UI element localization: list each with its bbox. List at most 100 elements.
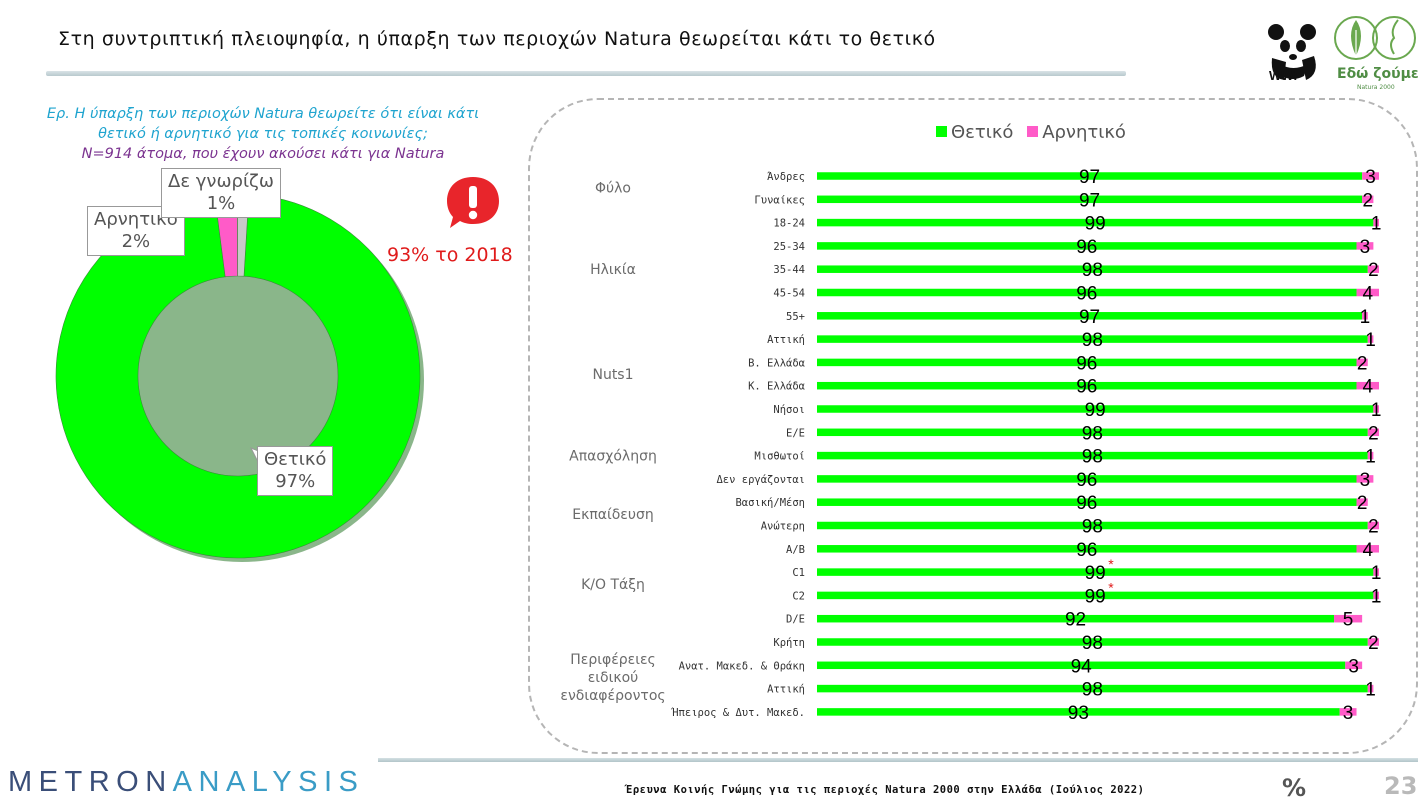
row-label: Α/Β	[786, 544, 805, 556]
bar-negative	[1367, 521, 1379, 530]
percent-mark: %	[1282, 774, 1307, 802]
value-positive: 98	[1082, 680, 1103, 701]
bar-positive	[817, 521, 1368, 530]
value-positive: 97	[1079, 190, 1100, 211]
panda-logo-icon	[1268, 24, 1316, 80]
value-negative: 2	[1357, 353, 1368, 374]
value-negative: 2	[1362, 190, 1373, 211]
metron-analysis-logo: METRONANALYSIS	[8, 766, 364, 799]
value-positive: 96	[1076, 237, 1097, 258]
row-label: Ανώτερη	[761, 521, 805, 533]
callout-negative-label: Αρνητικό	[94, 209, 178, 230]
value-negative: 2	[1368, 633, 1379, 654]
row-label: 55+	[786, 311, 805, 323]
value-positive: 98	[1082, 633, 1103, 654]
bar-positive	[817, 242, 1357, 250]
row-label: Δεν εργάζονται	[716, 474, 805, 486]
sample-size: N=914 άτομα, που έχουν ακούσει κάτι για …	[81, 146, 445, 162]
bar-positive	[817, 312, 1363, 320]
row-label: C1	[792, 567, 805, 579]
group-label-line: ενδιαφέροντος	[560, 688, 665, 704]
bar-negative	[1356, 242, 1374, 250]
edo-zoume-subtitle: Natura 2000	[1357, 84, 1395, 91]
bar-negative	[1356, 498, 1368, 506]
bar-negative	[1373, 591, 1379, 600]
value-negative: 5	[1343, 610, 1354, 631]
row-label: 18-24	[773, 218, 805, 230]
row-label: C2	[792, 590, 805, 602]
bar-negative	[1367, 335, 1374, 343]
bar-positive	[817, 661, 1346, 670]
value-positive: 99	[1085, 214, 1106, 235]
group-label: Περιφέρειες ειδικού ενδιαφέροντος	[560, 652, 665, 704]
row-label: Β. Ελλάδα	[748, 357, 806, 369]
edo-zoume-logo-icon	[1334, 16, 1416, 60]
alert-icon	[447, 177, 499, 228]
bar-negative	[1356, 475, 1374, 483]
group-label: Εκπαίδευση	[572, 507, 653, 523]
callout-dont-know-value: 1%	[206, 193, 236, 214]
group-label-line: Nuts1	[592, 367, 633, 383]
bar-positive	[817, 405, 1374, 413]
row-label: Ήπειρος & Δυτ. Μακεδ.	[670, 707, 805, 719]
value-positive: 94	[1071, 656, 1093, 677]
survey-footer: Έρευνα Κοινής Γνώμης για τις περιοχές Na…	[626, 784, 1145, 796]
bar-positive	[817, 358, 1357, 367]
bar-negative	[1356, 381, 1379, 390]
bar-negative	[1367, 451, 1374, 460]
group-label: Ηλικία	[590, 262, 636, 278]
bar-positive	[817, 172, 1363, 180]
value-negative: 2	[1357, 493, 1368, 514]
bar-positive	[817, 195, 1363, 204]
bar-negative	[1367, 428, 1379, 437]
brand-part-1: METRON	[8, 766, 173, 798]
row-label: 45-54	[773, 288, 805, 300]
row-label: Αττική	[767, 334, 805, 346]
bar-negative	[1356, 358, 1368, 367]
footer-divider	[378, 758, 1418, 762]
row-label: Αττική	[767, 684, 805, 696]
bar-positive	[817, 545, 1357, 553]
bar-negative	[1362, 312, 1368, 320]
bar-positive	[817, 265, 1368, 273]
bar-positive	[817, 498, 1357, 506]
group-label-line: Περιφέρειες	[570, 652, 656, 668]
bar-negative	[1362, 195, 1374, 204]
bar-negative	[1339, 708, 1357, 716]
survey-question: Ερ. Η ύπαρξη των περιοχών Natura θεωρείτ…	[28, 104, 498, 164]
value-negative: 3	[1343, 703, 1354, 724]
group-label-line: Απασχόληση	[569, 449, 657, 465]
value-positive: 92	[1065, 610, 1086, 631]
value-positive: 99	[1085, 400, 1106, 421]
bar-negative	[1362, 172, 1379, 180]
chart-legend: Θετικό Αρνητικό	[936, 122, 1134, 143]
legend-negative: Αρνητικό	[1027, 122, 1126, 143]
value-positive: 98	[1082, 260, 1103, 281]
row-label: 35-44	[773, 264, 805, 276]
bar-negative	[1356, 545, 1379, 553]
callout-dont-know-label: Δε γνωρίζω	[168, 171, 274, 192]
value-positive: 98	[1082, 423, 1103, 444]
callout-positive-label: Θετικό	[264, 449, 327, 470]
value-positive: 99	[1085, 563, 1106, 584]
page-title: Στη συντριπτική πλειοψηφία, η ύπαρξη των…	[58, 28, 936, 50]
value-negative: 2	[1368, 260, 1379, 281]
legend-positive-label: Θετικό	[951, 122, 1014, 143]
brand-part-2: ANALYSIS	[172, 766, 365, 798]
row-label: 25-34	[773, 241, 805, 253]
bar-positive	[817, 475, 1357, 483]
group-label: Nuts1	[592, 367, 633, 383]
bar-negative	[1345, 661, 1363, 670]
title-divider	[46, 71, 1126, 76]
value-positive: 96	[1076, 540, 1097, 561]
value-positive: 96	[1076, 353, 1097, 374]
row-label: Βασική/Μέση	[735, 497, 805, 509]
row-label: Ανατ. Μακεδ. & Θράκη	[679, 660, 805, 672]
value-negative: 1	[1360, 307, 1371, 328]
question-line-2: θετικό ή αρνητικό για τις τοπικές κοινων…	[98, 126, 428, 142]
callout-positive: Θετικό 97%	[257, 446, 334, 496]
row-label: Κ. Ελλάδα	[748, 381, 806, 393]
value-negative: 1	[1365, 447, 1376, 468]
value-positive: 98	[1082, 330, 1103, 351]
row-label: Κρήτη	[773, 637, 805, 649]
